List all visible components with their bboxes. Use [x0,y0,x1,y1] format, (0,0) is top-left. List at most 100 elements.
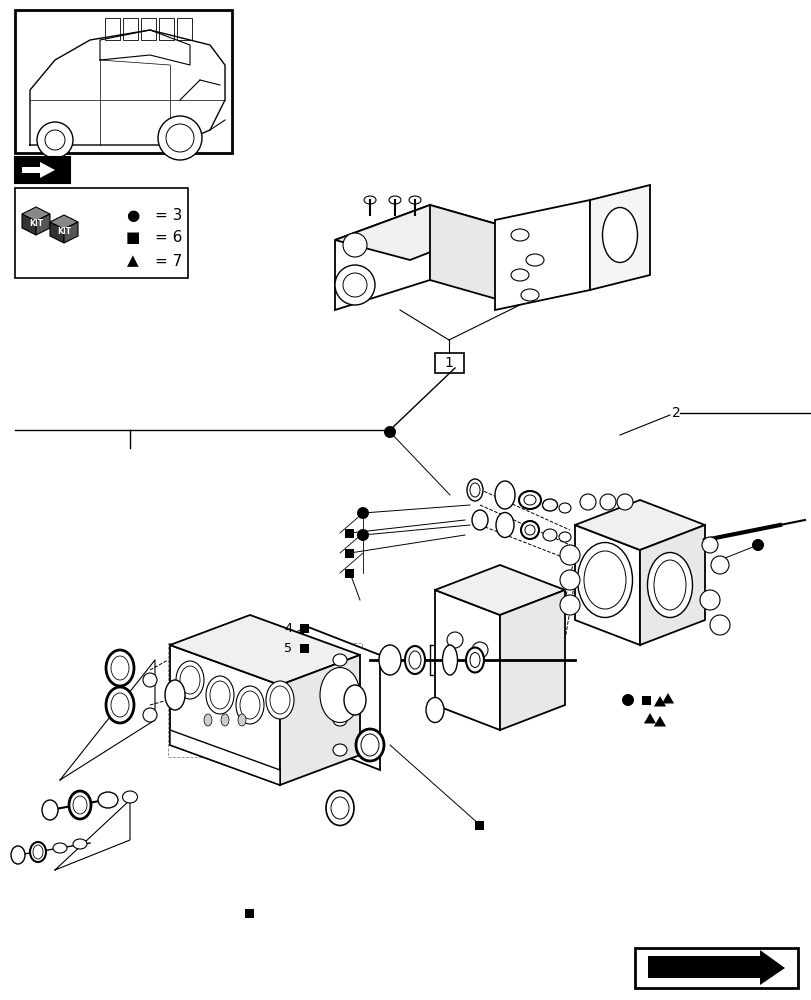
Circle shape [143,673,157,687]
Ellipse shape [510,269,528,281]
Ellipse shape [236,686,264,724]
Ellipse shape [471,510,487,530]
Circle shape [342,233,367,257]
Text: 4: 4 [284,621,292,635]
Text: 2: 2 [672,406,680,420]
Circle shape [357,529,368,541]
Polygon shape [639,525,704,645]
Ellipse shape [333,744,346,756]
Bar [634,948,797,988]
Polygon shape [64,222,78,243]
Polygon shape [653,716,665,726]
Ellipse shape [333,684,346,696]
Circle shape [335,265,375,305]
Ellipse shape [106,650,134,686]
Ellipse shape [210,681,230,709]
Ellipse shape [523,495,535,505]
Circle shape [599,494,616,510]
Bar [345,528,354,538]
Ellipse shape [577,542,632,617]
Ellipse shape [53,843,67,853]
Bar [15,157,70,183]
Polygon shape [574,525,639,645]
Bar [159,18,174,40]
Ellipse shape [33,845,43,859]
Ellipse shape [11,846,25,864]
Ellipse shape [106,687,134,723]
Ellipse shape [333,654,346,666]
Circle shape [446,632,462,648]
Ellipse shape [180,666,200,694]
Polygon shape [335,205,430,310]
Circle shape [165,124,194,152]
Polygon shape [50,222,64,243]
Ellipse shape [558,503,570,513]
Polygon shape [169,645,280,785]
Ellipse shape [221,714,229,726]
Polygon shape [653,696,665,706]
Ellipse shape [521,521,539,539]
Ellipse shape [409,651,420,669]
Circle shape [560,595,579,615]
Bar [345,548,354,558]
Circle shape [702,537,717,553]
Bar [177,18,191,40]
Circle shape [471,642,487,658]
Ellipse shape [510,229,528,241]
Circle shape [751,539,763,551]
Ellipse shape [466,479,483,501]
Ellipse shape [331,797,349,819]
Ellipse shape [405,646,424,674]
Circle shape [560,570,579,590]
Circle shape [384,426,396,438]
Ellipse shape [466,648,483,672]
Ellipse shape [176,661,204,699]
Ellipse shape [42,800,58,820]
Bar [245,908,254,918]
Bar [122,18,138,40]
Circle shape [699,590,719,610]
Text: ▲: ▲ [127,253,139,268]
Ellipse shape [583,551,625,609]
Ellipse shape [409,196,420,204]
Ellipse shape [388,196,401,204]
Ellipse shape [646,552,692,617]
Bar [475,820,484,830]
Polygon shape [590,185,649,290]
Ellipse shape [558,532,570,542]
Ellipse shape [165,680,185,710]
Polygon shape [169,615,359,685]
Polygon shape [643,713,655,724]
Polygon shape [661,693,673,704]
Ellipse shape [98,792,118,808]
Polygon shape [495,200,590,310]
Circle shape [709,615,729,635]
Ellipse shape [325,790,354,826]
Text: KIT: KIT [57,227,71,236]
Circle shape [158,116,202,160]
Ellipse shape [496,512,513,538]
Bar [141,18,156,40]
Ellipse shape [525,525,534,535]
Ellipse shape [543,529,556,541]
Ellipse shape [344,685,366,715]
Ellipse shape [470,483,479,497]
Ellipse shape [333,714,346,726]
Polygon shape [169,730,280,785]
Circle shape [37,122,73,158]
Ellipse shape [266,681,294,719]
Ellipse shape [238,714,246,726]
Circle shape [45,130,65,150]
Ellipse shape [361,734,379,756]
Polygon shape [435,565,564,615]
Ellipse shape [363,196,375,204]
Text: 5: 5 [284,642,292,654]
Circle shape [710,556,728,574]
Bar [345,568,354,578]
Circle shape [616,494,633,510]
Ellipse shape [526,254,543,266]
Ellipse shape [495,481,514,509]
Text: = 7: = 7 [155,253,182,268]
Ellipse shape [206,676,234,714]
Polygon shape [22,207,50,221]
